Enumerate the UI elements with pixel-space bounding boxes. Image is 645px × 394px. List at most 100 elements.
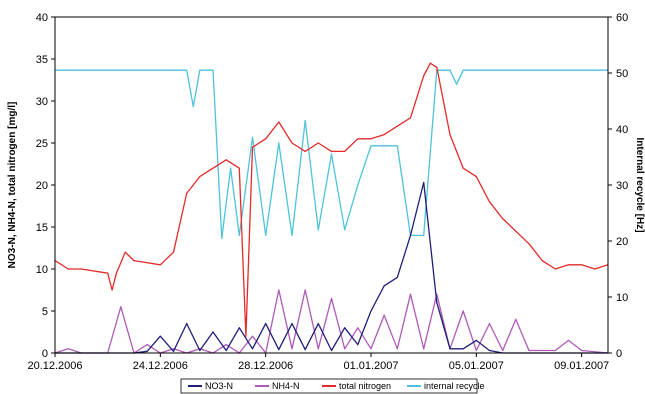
data-point [515,230,517,232]
data-point [199,349,201,352]
data-point [554,349,556,352]
data-point [449,69,451,71]
data-point [449,348,451,350]
data-point [317,142,319,144]
data-point [502,218,504,220]
data-point [172,251,175,253]
data-point [212,69,214,71]
data-point [265,234,267,236]
series-line-nh4-n [54,289,609,354]
x-tick-label: 28.12.2006 [238,360,293,372]
data-point [230,167,232,169]
series-layer [54,62,609,354]
data-point [396,348,398,350]
legend: NO3-N NH4-N total nitrogen internal recycle [180,378,485,394]
left-axis-title: NO3-N, NH4-N, total nitrogen [mg/l] [7,102,18,269]
data-point [225,344,227,346]
right-tick-label: 10 [616,292,628,304]
data-point [304,150,306,152]
data-point [594,268,596,270]
x-tick-label: 09.01.2007 [554,360,609,372]
data-point [488,323,491,325]
legend-label: NH4-N [272,381,300,391]
data-point [172,348,175,350]
data-point [462,348,464,350]
data-point [186,323,188,325]
right-axis-ticks: 0 10 20 30 40 50 60 [608,12,628,360]
data-point [124,251,126,253]
data-point [344,229,346,231]
data-point [265,138,267,140]
data-point [344,348,346,350]
data-point [383,134,385,136]
data-point [423,234,425,236]
data-point [409,117,412,119]
data-point [265,323,267,325]
left-tick-label: 30 [36,96,48,108]
data-point [567,264,570,266]
x-axis-ticks: 20.12.2006 24.12.2006 28.12.2006 01.01.2007… [27,353,609,372]
data-point [291,323,293,325]
left-tick-label: 25 [36,138,48,150]
legend-label: NO3-N [205,381,233,391]
data-point [111,289,113,291]
data-point [291,234,293,236]
data-point [67,268,69,270]
data-point [554,268,556,270]
data-point [423,348,425,350]
right-tick-label: 40 [616,124,628,136]
data-point [317,323,319,325]
right-tick-label: 60 [616,12,628,24]
data-point [541,260,543,262]
data-point [581,264,583,266]
data-point [528,349,530,352]
data-point [396,125,398,127]
data-point [330,349,333,352]
data-point [330,153,333,155]
data-point [278,142,280,144]
plot-frame [54,16,609,354]
right-tick-label: 20 [616,236,628,248]
right-tick-label: 50 [616,68,628,80]
data-point [278,349,280,351]
data-point [186,69,188,71]
data-point [212,331,214,333]
data-point [357,327,359,329]
legend-label: total nitrogen [339,381,391,391]
data-point [291,142,293,144]
data-point [436,302,438,304]
data-point [146,350,148,352]
data-point [238,167,240,169]
data-point [278,289,280,291]
data-point [251,136,254,138]
data-point [225,349,227,352]
data-point [159,335,161,337]
data-point [370,348,372,350]
data-point [429,62,431,64]
series-line-total-nitrogen [54,62,609,337]
data-point [291,348,293,350]
data-point [251,146,254,148]
left-tick-label: 0 [42,348,48,360]
right-tick-label: 30 [616,180,628,192]
data-point [423,75,425,77]
data-point [278,121,280,123]
data-point [396,145,398,147]
data-point [317,229,319,231]
data-point [370,138,372,140]
x-tick-label: 01.01.2007 [343,360,398,372]
data-point [80,268,82,270]
left-axis-ticks: 0 5 10 15 20 25 30 35 40 [36,12,55,360]
data-point [581,349,583,352]
data-point [133,260,135,262]
data-point [462,69,464,71]
data-point [304,289,306,291]
data-point [528,243,530,245]
data-point [115,272,117,274]
data-point [357,138,359,140]
x-tick-label: 05.01.2007 [449,360,504,372]
data-point [251,348,254,350]
data-point [146,344,148,346]
data-point [159,264,161,266]
